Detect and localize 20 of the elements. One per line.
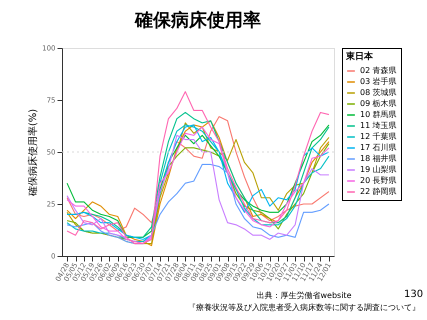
legend-title: 東日本	[345, 51, 374, 62]
legend-label: 20 長野県	[360, 176, 397, 185]
text: 『療養状況等及び入院患者受入病床数等に関する調査について』	[188, 303, 420, 312]
line-series	[66, 164, 330, 244]
line-series	[66, 91, 330, 244]
legend-label: 03 岩手県	[360, 77, 397, 86]
source-note: 出典：厚生労働省website	[256, 291, 352, 300]
legend-label: 18 福井県	[360, 154, 397, 163]
legend-label: 12 千葉県	[360, 132, 397, 141]
legend-label: 02 青森県	[360, 66, 397, 75]
y-axis-title: 確保病床使用率(%)	[27, 108, 40, 198]
legend-label: 08 茨城県	[360, 88, 397, 97]
legend-label: 19 山梨県	[360, 165, 397, 174]
legend-label: 11 埼玉県	[360, 121, 397, 130]
legend-label: 10 群馬県	[360, 110, 397, 119]
legend-label: 09 栃木県	[360, 99, 397, 108]
legend-label: 17 石川県	[360, 143, 397, 152]
legend-label: 22 静岡県	[360, 187, 397, 196]
text: 130	[404, 289, 424, 300]
chart-title: 確保病床使用率	[134, 10, 261, 31]
